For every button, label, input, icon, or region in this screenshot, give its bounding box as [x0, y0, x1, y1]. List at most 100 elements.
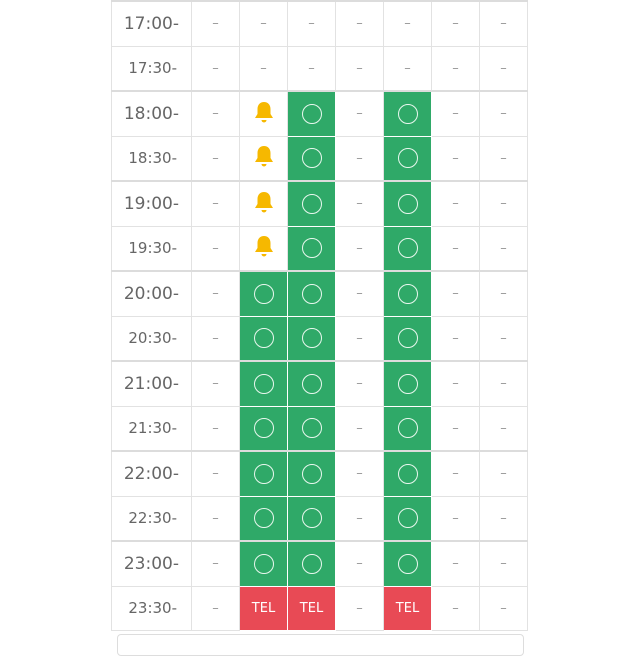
tel-label: TEL [251, 600, 276, 616]
slot-available[interactable] [287, 225, 336, 272]
dash-text: – [500, 510, 507, 526]
next-section-box [117, 634, 524, 656]
slot-available[interactable] [287, 90, 336, 137]
slot-notify[interactable] [239, 90, 288, 137]
slot-unavailable: – [431, 540, 480, 587]
slot-available[interactable] [383, 540, 432, 587]
slot-tel[interactable]: TEL [287, 585, 336, 631]
slot-notify[interactable] [239, 180, 288, 227]
slot-unavailable: – [383, 0, 432, 47]
slot-available[interactable] [287, 135, 336, 182]
slot-unavailable: – [191, 450, 240, 497]
slot-available[interactable] [383, 315, 432, 362]
time-row: 19:00- – – – – [111, 180, 528, 227]
time-row: 23:00- – – – – [111, 540, 528, 587]
slot-unavailable: – [335, 135, 384, 182]
dash-text: – [356, 420, 363, 436]
slot-available[interactable] [239, 450, 288, 497]
slot-available[interactable] [239, 315, 288, 362]
dash-text: – [356, 196, 363, 212]
dash-text: – [356, 510, 363, 526]
slot-available[interactable] [287, 450, 336, 497]
slot-notify[interactable] [239, 135, 288, 182]
slot-available[interactable] [383, 135, 432, 182]
circle-available-icon [301, 373, 322, 394]
slot-tel[interactable]: TEL [239, 585, 288, 631]
slot-unavailable: – [479, 45, 528, 92]
dash-text: – [356, 60, 363, 76]
time-label: 23:00- [111, 540, 192, 587]
dash-text: – [452, 376, 459, 392]
slot-unavailable: – [479, 90, 528, 137]
slot-unavailable: – [335, 360, 384, 407]
circle-available-icon [301, 553, 322, 574]
circle-available-icon [253, 418, 274, 439]
slot-unavailable: – [431, 225, 480, 272]
slot-available[interactable] [383, 405, 432, 452]
slot-unavailable: – [335, 180, 384, 227]
slot-notify[interactable] [239, 225, 288, 272]
slot-available[interactable] [287, 180, 336, 227]
time-label: 23:30- [111, 585, 192, 631]
dash-text: – [356, 466, 363, 482]
slot-unavailable: – [191, 585, 240, 631]
circle-available-icon [301, 283, 322, 304]
slot-available[interactable] [287, 360, 336, 407]
circle-available-icon [301, 418, 322, 439]
slot-unavailable: – [479, 495, 528, 542]
circle-available-icon [253, 463, 274, 484]
circle-available-icon [397, 148, 418, 169]
circle-available-icon [253, 373, 274, 394]
slot-available[interactable] [383, 495, 432, 542]
circle-available-icon [301, 193, 322, 214]
slot-available[interactable] [287, 405, 336, 452]
circle-available-icon [301, 328, 322, 349]
slot-available[interactable] [383, 90, 432, 137]
slot-unavailable: – [479, 360, 528, 407]
slot-available[interactable] [383, 270, 432, 317]
slot-available[interactable] [383, 360, 432, 407]
dash-text: – [212, 556, 219, 572]
slot-available[interactable] [383, 225, 432, 272]
slot-tel[interactable]: TEL [383, 585, 432, 631]
slot-available[interactable] [383, 450, 432, 497]
slot-unavailable: – [479, 405, 528, 452]
dash-text: – [500, 466, 507, 482]
dash-text: – [212, 60, 219, 76]
dash-text: – [212, 150, 219, 166]
slot-unavailable: – [431, 495, 480, 542]
time-row: 21:00- – – – – [111, 360, 528, 407]
dash-text: – [404, 16, 411, 32]
slot-unavailable: – [335, 540, 384, 587]
circle-available-icon [301, 103, 322, 124]
dash-text: – [212, 106, 219, 122]
slot-available[interactable] [287, 315, 336, 362]
circle-available-icon [253, 553, 274, 574]
slot-available[interactable] [287, 540, 336, 587]
dash-text: – [452, 600, 459, 616]
slot-available[interactable] [287, 270, 336, 317]
slot-available[interactable] [383, 180, 432, 227]
circle-available-icon [397, 463, 418, 484]
circle-available-icon [397, 103, 418, 124]
time-label: 22:00- [111, 450, 192, 497]
slot-unavailable: – [479, 450, 528, 497]
slot-unavailable: – [335, 405, 384, 452]
slot-available[interactable] [239, 405, 288, 452]
circle-available-icon [301, 148, 322, 169]
slot-available[interactable] [239, 540, 288, 587]
slot-available[interactable] [239, 360, 288, 407]
time-row: 19:30- – – – – [111, 225, 528, 272]
slot-available[interactable] [287, 495, 336, 542]
slot-unavailable: – [191, 0, 240, 47]
slot-unavailable: – [479, 225, 528, 272]
dash-text: – [356, 150, 363, 166]
reservation-availability-table: 17:00- – – – – – – –17:30- – – – – – – –18:00- – – – –18:3… [111, 0, 528, 631]
dash-text: – [452, 196, 459, 212]
slot-unavailable: – [431, 180, 480, 227]
dash-text: – [452, 16, 459, 32]
slot-unavailable: – [335, 450, 384, 497]
slot-unavailable: – [479, 540, 528, 587]
slot-available[interactable] [239, 495, 288, 542]
slot-available[interactable] [239, 270, 288, 317]
